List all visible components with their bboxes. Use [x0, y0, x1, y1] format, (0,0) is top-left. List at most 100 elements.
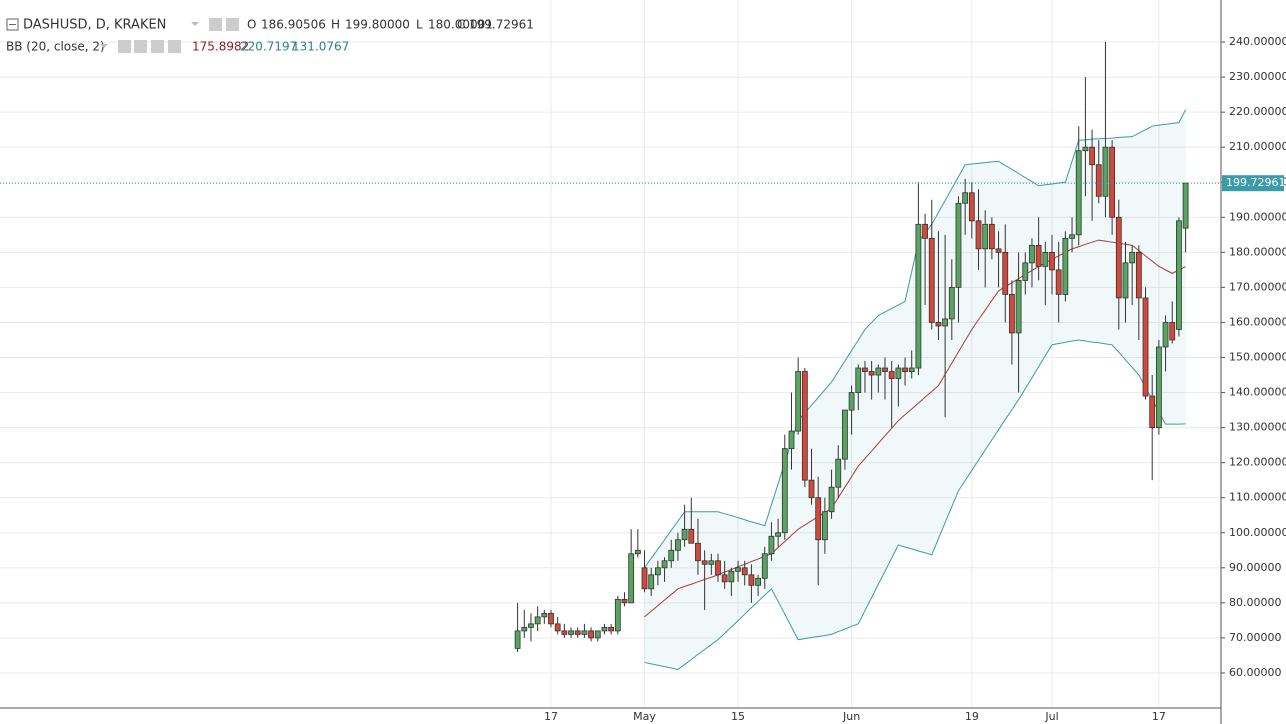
candle-body [1022, 262, 1029, 281]
upper-band [644, 109, 1187, 569]
candle-body [1035, 244, 1042, 267]
candle-body [1122, 262, 1129, 299]
high-value: 199.80000 [345, 18, 410, 32]
candle-body [1095, 164, 1102, 197]
candle-body [541, 612, 548, 618]
candle-body [728, 570, 735, 583]
candle-body [955, 202, 962, 288]
candle-body [761, 553, 768, 579]
candle-body [975, 220, 982, 250]
candle-body [661, 560, 668, 569]
y-tick-label: 240.00000 [1229, 35, 1286, 48]
candle-body [755, 577, 761, 586]
dropdown-icon[interactable] [100, 44, 108, 48]
settings-icon[interactable] [209, 18, 222, 31]
candle-body [1149, 395, 1156, 428]
grid [0, 0, 1221, 708]
candle-body [701, 560, 708, 565]
candle-body [628, 553, 635, 604]
candle-body [641, 567, 648, 590]
high-label: H [331, 18, 340, 32]
open-label: O [247, 18, 256, 32]
candle-body [995, 248, 1002, 253]
lower-value: 131.0767 [292, 40, 349, 54]
candle-body [815, 497, 822, 541]
low-label: L [416, 18, 423, 32]
candle-body [882, 367, 888, 372]
candle-body [748, 574, 755, 586]
candle-body [855, 367, 862, 393]
candle-body [801, 371, 808, 481]
indicator-name: BB (20, close, 2) [6, 40, 105, 54]
candle-body [668, 549, 675, 562]
x-tick-label: 17 [1152, 710, 1166, 723]
candle-body [574, 630, 581, 635]
candle-body [594, 630, 601, 639]
last-price-label: 199.72961 [1226, 176, 1286, 189]
candle-body [548, 612, 554, 625]
settings-icon[interactable] [134, 40, 147, 53]
symbol: DASHUSD, D, KRAKEN [23, 18, 166, 33]
y-tick-label: 180.00000 [1229, 245, 1286, 258]
candle-body [648, 574, 655, 590]
candle-body [1009, 294, 1015, 334]
candle-body [982, 223, 989, 250]
candle-body [808, 479, 815, 499]
candle-body [1082, 146, 1089, 152]
close-label: C [457, 18, 465, 32]
candle-body [1069, 234, 1075, 239]
candle-body [708, 560, 715, 565]
candle-body [741, 567, 748, 576]
candle-body [654, 567, 661, 576]
candle-body [1182, 182, 1189, 229]
candle-body [561, 630, 568, 635]
remove-icon[interactable] [168, 40, 181, 53]
y-tick-label: 190.00000 [1229, 210, 1286, 223]
candle-body [1155, 346, 1162, 428]
candle-body [988, 223, 995, 250]
candle-body [1075, 150, 1082, 236]
y-tick-label: 130.00000 [1229, 421, 1286, 434]
y-tick-label: 70.00000 [1229, 631, 1282, 644]
x-tick-label: 19 [965, 710, 979, 723]
y-tick-label: 170.00000 [1229, 280, 1286, 293]
last-price-box [1222, 175, 1284, 192]
candle-body [1169, 322, 1176, 341]
candle-body [721, 574, 728, 583]
x-tick-label: 17 [544, 710, 558, 723]
basis-value: 175.8982 [192, 40, 249, 54]
candle-body [554, 623, 561, 632]
candle-body [1062, 237, 1069, 295]
candle-body [1015, 279, 1022, 334]
y-tick-label: 160.00000 [1229, 315, 1286, 328]
candle-body [902, 367, 908, 372]
candle-body [1029, 244, 1035, 264]
hide-icon[interactable] [226, 18, 239, 31]
candle-body [821, 511, 828, 541]
candle-body [1129, 251, 1136, 264]
candle-body [875, 367, 882, 376]
x-tick-label: Jun [842, 710, 860, 723]
candle-body [842, 409, 848, 460]
candle-body [962, 192, 969, 204]
dropdown-icon[interactable] [191, 22, 199, 26]
candle-body [514, 630, 521, 649]
open-value: 186.90506 [261, 18, 326, 32]
info-icon[interactable] [118, 40, 131, 53]
y-tick-label: 150.00000 [1229, 351, 1286, 364]
y-tick-label: 100.00000 [1229, 526, 1286, 539]
y-tick-label: 90.00000 [1229, 561, 1282, 574]
candle-body [688, 528, 695, 544]
collapse-icon[interactable] [6, 18, 19, 31]
candle-body [795, 371, 802, 432]
x-tick-label: 15 [731, 710, 745, 723]
add-icon[interactable] [151, 40, 164, 53]
candle-body [942, 318, 949, 327]
candle-body [1109, 146, 1116, 218]
candle-body [848, 392, 855, 411]
y-tick-label: 80.00000 [1229, 596, 1282, 609]
candle-body [521, 626, 528, 632]
candle-body [634, 549, 641, 555]
